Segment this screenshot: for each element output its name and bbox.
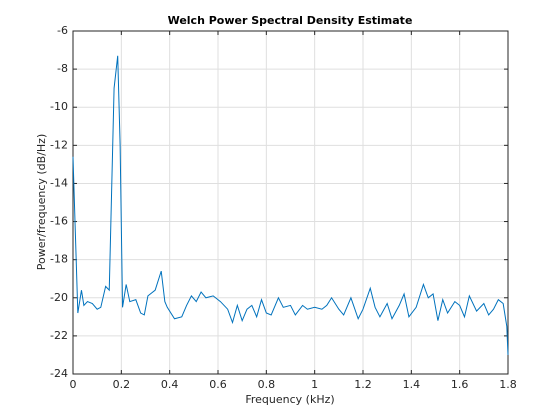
y-tick-label: -22 xyxy=(50,329,68,342)
y-tick-label: -8 xyxy=(57,62,68,75)
y-tick-label: -12 xyxy=(50,138,68,151)
x-tick-label: 1.2 xyxy=(354,378,372,391)
x-tick-label: 1.8 xyxy=(499,378,517,391)
y-tick-label: -20 xyxy=(50,291,68,304)
y-tick-label: -24 xyxy=(50,367,68,380)
y-tick-label: -10 xyxy=(50,100,68,113)
plot-area xyxy=(73,31,508,374)
psd-line xyxy=(72,55,509,355)
axes-box xyxy=(72,30,509,375)
y-tick-label: -14 xyxy=(50,176,68,189)
x-tick-label: 0.8 xyxy=(258,378,276,391)
x-axis-label: Frequency (kHz) xyxy=(245,393,334,406)
x-tick-label: 1 xyxy=(311,378,318,391)
y-tick-label: -18 xyxy=(50,253,68,266)
x-tick-label: 0.4 xyxy=(161,378,179,391)
x-tick-label: 0 xyxy=(70,378,77,391)
y-tick-label: -16 xyxy=(50,215,68,228)
x-tick-label: 0.6 xyxy=(209,378,227,391)
x-tick-label: 0.2 xyxy=(113,378,131,391)
y-tick-label: -6 xyxy=(57,24,68,37)
y-axis-label: Power/frequency (dB/Hz) xyxy=(35,134,48,271)
chart-title: Welch Power Spectral Density Estimate xyxy=(168,14,413,27)
x-tick-label: 1.6 xyxy=(451,378,469,391)
x-tick-label: 1.4 xyxy=(403,378,421,391)
